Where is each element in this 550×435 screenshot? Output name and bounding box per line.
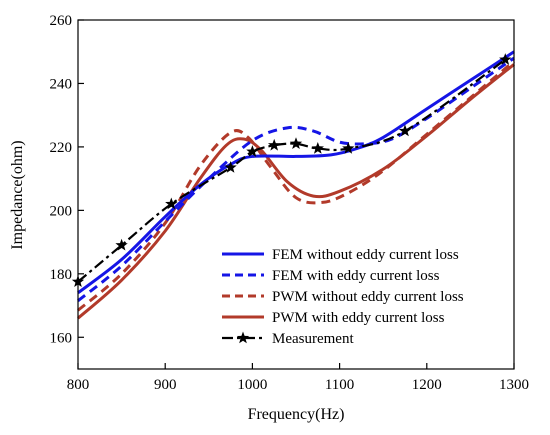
x-tick-label-800: 800 bbox=[67, 377, 90, 393]
y-tick-label-180: 180 bbox=[50, 267, 73, 283]
legend-item-5: Measurement bbox=[222, 331, 354, 347]
legend-label-1: FEM without eddy current loss bbox=[272, 247, 459, 263]
measurement-point-11 bbox=[499, 53, 512, 65]
measurement-point-6 bbox=[268, 138, 281, 151]
series-1 bbox=[77, 50, 515, 295]
series-4-line bbox=[77, 63, 515, 320]
legend: FEM without eddy current loss FEM with ed… bbox=[222, 247, 464, 347]
y-tick-label-240: 240 bbox=[50, 76, 73, 92]
legend-label-3: PWM without eddy current loss bbox=[272, 289, 464, 305]
y-tick-label-200: 200 bbox=[50, 203, 73, 219]
legend-item-4: PWM with eddy current loss bbox=[222, 310, 445, 326]
y-tick-label-220: 220 bbox=[50, 140, 73, 156]
legend-item-1: FEM without eddy current loss bbox=[222, 247, 459, 263]
x-tick-label-900: 900 bbox=[154, 377, 177, 393]
x-tick-label-1100: 1100 bbox=[325, 377, 354, 393]
series-layer bbox=[71, 50, 515, 320]
series-4 bbox=[77, 63, 515, 320]
y-tick-label-260: 260 bbox=[50, 13, 73, 29]
x-axis-ticks: 800 900 1000 1100 1200 1300 bbox=[67, 363, 529, 393]
x-tick-label-1300: 1300 bbox=[499, 377, 529, 393]
legend-label-4: PWM with eddy current loss bbox=[272, 310, 445, 326]
y-axis-title: Impedance(ohm) bbox=[9, 140, 26, 249]
series-5-line bbox=[77, 58, 506, 283]
series-3 bbox=[77, 60, 515, 312]
x-axis-title: Frequency(Hz) bbox=[248, 406, 345, 423]
legend-marker-star bbox=[236, 331, 250, 344]
measurement-point-7 bbox=[289, 137, 303, 149]
legend-label-5: Measurement bbox=[272, 331, 354, 347]
measurement-point-4 bbox=[224, 161, 237, 173]
measurement-point-3 bbox=[165, 197, 178, 210]
series-1-line bbox=[77, 50, 515, 295]
measurement-point-2 bbox=[115, 238, 128, 251]
legend-item-2: FEM with eddy current loss bbox=[222, 268, 440, 284]
x-tick-label-1000: 1000 bbox=[237, 377, 267, 393]
measurement-point-10 bbox=[398, 124, 412, 137]
measurement-point-8 bbox=[311, 142, 324, 154]
plot-frame bbox=[77, 19, 515, 370]
measurement-point-9 bbox=[342, 142, 355, 154]
series-3-line bbox=[77, 60, 515, 312]
measurement-point-5 bbox=[246, 145, 259, 157]
legend-item-3: PWM without eddy current loss bbox=[222, 289, 464, 305]
y-axis-ticks: 160 180 200 220 240 260 bbox=[50, 13, 84, 346]
x-tick-label-1200: 1200 bbox=[412, 377, 442, 393]
y-tick-label-160: 160 bbox=[50, 330, 73, 346]
legend-label-2: FEM with eddy current loss bbox=[272, 268, 440, 284]
